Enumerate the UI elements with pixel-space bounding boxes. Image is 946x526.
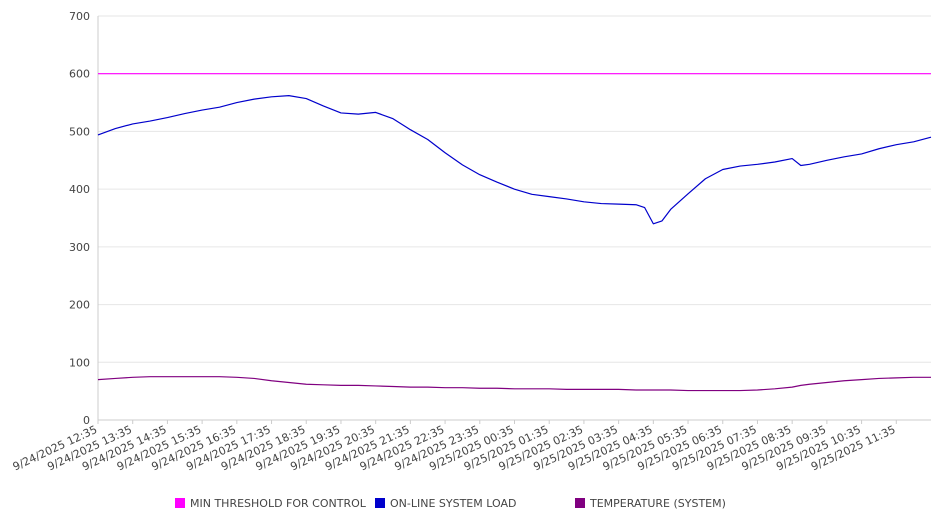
legend-label-system-load: ON-LINE SYSTEM LOAD [390,497,517,510]
y-tick-label: 100 [69,356,90,369]
legend-swatch-temperature [575,498,585,508]
legend-swatch-threshold [175,498,185,508]
legend-label-temperature: TEMPERATURE (SYSTEM) [590,497,726,510]
x-axis-tick-labels: 9/24/2025 12:359/24/2025 13:359/24/2025 … [11,423,898,473]
y-tick-label: 400 [69,183,90,196]
y-tick-label: 0 [83,414,90,427]
y-tick-label: 300 [69,241,90,254]
legend-swatch-system-load [375,498,385,508]
gridlines [98,15,931,421]
y-tick-label: 600 [69,68,90,81]
y-tick-label: 500 [69,125,90,138]
temperature-line [97,376,931,392]
y-axis-tick-labels: 0 100 200 300 400 500 600 700 [69,10,90,427]
legend-item-temperature: TEMPERATURE (SYSTEM) [575,497,726,510]
axes [97,16,931,424]
legend-item-system-load: ON-LINE SYSTEM LOAD [375,497,516,510]
y-tick-label: 200 [69,299,90,312]
series-lines [97,73,932,392]
system-load-line [97,95,932,225]
y-tick-label: 700 [69,10,90,23]
legend-item-threshold: MIN THRESHOLD FOR CONTROL [175,497,366,510]
legend-label-threshold: MIN THRESHOLD FOR CONTROL [190,497,366,510]
